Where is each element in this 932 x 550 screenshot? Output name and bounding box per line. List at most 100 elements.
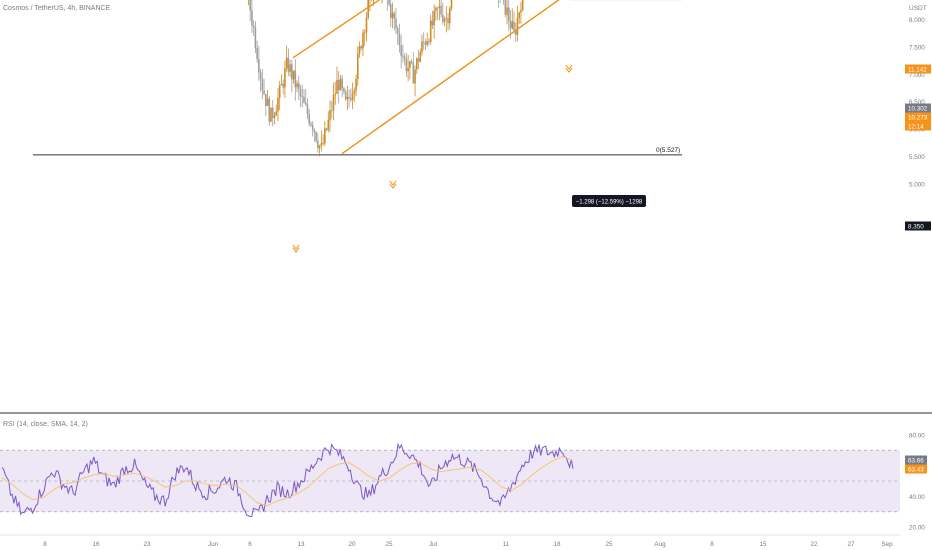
candle-body — [297, 83, 300, 89]
candle-body — [426, 41, 429, 45]
time-tick-label: Sep — [881, 541, 893, 548]
time-tick-label: 8 — [710, 541, 714, 548]
candle-body — [320, 143, 323, 146]
candle-body — [258, 59, 260, 73]
price-badge: 11.142 — [908, 66, 927, 73]
candle-body — [292, 70, 295, 80]
candle-body — [287, 57, 290, 72]
candle-body — [263, 90, 265, 95]
time-tick-label: 16 — [92, 541, 100, 548]
price-tick-label: 5.500 — [909, 154, 925, 161]
price-pane[interactable]: 0.382(11.167)0.236(9.011)0(5.527)−1.298 … — [0, 0, 932, 414]
price-axis: USDT5.0005.5006.0006.5007.0007.5008.0001… — [905, 5, 931, 231]
price-tick-label: 5.000 — [909, 181, 925, 188]
price-badge-bg — [905, 64, 931, 74]
candle-body — [334, 93, 337, 95]
rsi-value-badge-bg — [905, 455, 927, 465]
candle-body — [313, 129, 316, 133]
candle-body — [261, 78, 264, 91]
candle-body — [308, 113, 310, 124]
candle-body — [341, 78, 343, 89]
candle-body — [511, 21, 514, 29]
candle-body — [251, 10, 253, 26]
time-tick-label: Jun — [208, 541, 219, 548]
candle-body — [336, 79, 338, 94]
candle-body — [280, 83, 283, 86]
rsi-header[interactable]: RSI (14, close, SMA, 14, 2) — [3, 421, 88, 428]
candle-body — [516, 18, 519, 35]
candle-body — [350, 98, 352, 100]
candle-body — [310, 123, 312, 126]
candle-body — [275, 111, 278, 116]
candle-body — [348, 96, 350, 99]
candle-body — [433, 10, 435, 26]
candle-body — [344, 91, 347, 100]
candle-body — [421, 41, 423, 53]
candles — [248, 0, 524, 157]
candle-body — [285, 57, 288, 69]
candle-body — [521, 0, 524, 11]
touch-marker-icon — [389, 180, 397, 189]
price-badge: 12:14 — [908, 123, 924, 130]
candle-body — [282, 83, 284, 88]
candle-body — [389, 4, 392, 19]
candle-body — [360, 46, 363, 49]
price-badge: 8.350 — [908, 223, 924, 230]
candle-body — [367, 0, 370, 18]
rsi-tick-label: 40.00 — [909, 494, 925, 501]
candle-body — [402, 55, 404, 57]
symbol-header[interactable]: Cosmos / TetherUS, 4h, BINANCE — [3, 5, 111, 12]
candle-body — [289, 64, 291, 72]
candle-body — [358, 46, 361, 54]
candle-body — [438, 6, 441, 8]
price-tick-label: 7.500 — [909, 44, 925, 51]
candle-body — [443, 19, 446, 22]
candle-body — [431, 20, 434, 26]
candle-body — [440, 6, 442, 15]
time-tick-label: 11 — [503, 541, 510, 548]
rsi-tick-label: 20.00 — [909, 525, 925, 532]
rsi-value-badge: 63.66 — [908, 457, 924, 464]
candle-body — [414, 69, 416, 84]
candle-body — [332, 94, 335, 111]
price-tick-label: 7.000 — [909, 72, 925, 79]
candle-body — [412, 62, 415, 84]
candle-body — [324, 128, 326, 144]
candle-body — [317, 140, 319, 149]
candle-body — [362, 32, 364, 49]
candle-body — [254, 27, 257, 48]
price-badge-bg — [905, 121, 931, 131]
candle-body — [346, 96, 349, 100]
candle-body — [405, 59, 408, 72]
candle-body — [506, 7, 508, 15]
candle-body — [351, 93, 354, 100]
candle-body — [395, 18, 397, 29]
time-tick-label: 23 — [143, 541, 151, 548]
candle-body — [277, 97, 279, 112]
price-tick-label: 6.500 — [909, 99, 925, 106]
candle-body — [294, 70, 297, 88]
candle-body — [436, 7, 439, 9]
rsi-value-badge: 63.43 — [908, 466, 924, 473]
candle-body — [270, 107, 272, 122]
price-tick-label: 8.000 — [909, 17, 925, 24]
candle-body — [396, 28, 399, 34]
time-tick-label: 6 — [248, 541, 252, 548]
candle-body — [353, 90, 356, 94]
candle-body — [315, 132, 317, 141]
candle-body — [322, 143, 324, 144]
time-tick-label: 25 — [385, 541, 393, 548]
price-badge-bg — [905, 112, 931, 122]
candle-body — [259, 72, 262, 79]
candle-body — [520, 10, 522, 13]
candle-body — [509, 21, 512, 29]
candle-body — [415, 58, 418, 70]
candle-body — [400, 45, 402, 56]
time-tick-label: 13 — [297, 541, 305, 548]
touch-marker-icon — [292, 244, 300, 253]
candle-body — [398, 33, 401, 46]
candle-body — [343, 88, 345, 92]
price-badge: 10.302 — [908, 105, 928, 112]
